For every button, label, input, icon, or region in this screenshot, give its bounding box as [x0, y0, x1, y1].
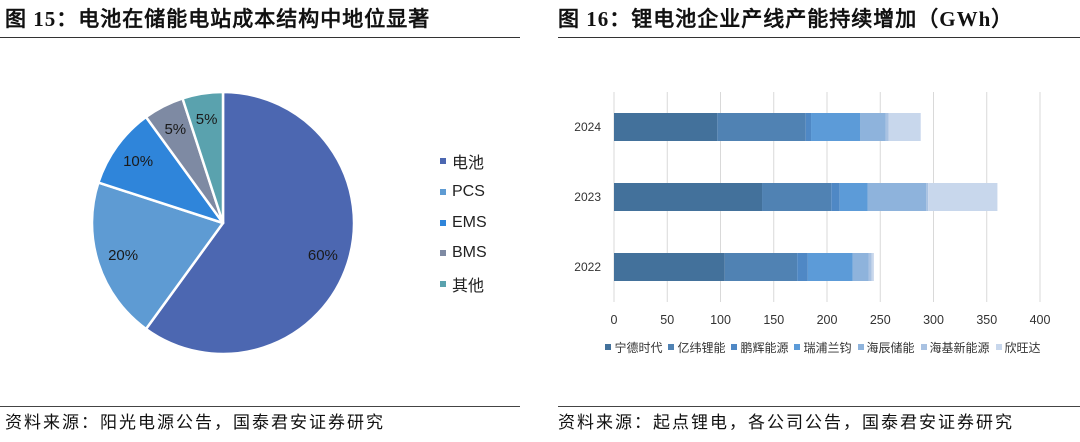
legend-swatch [857, 344, 864, 350]
x-tick-label: 50 [660, 313, 674, 327]
legend-label: EMS [452, 213, 487, 231]
legend-swatch [440, 281, 446, 288]
figure-15-panel: 60% 20% 10% 5% 5% 图 15：电池在储能电站成本结构中地位显著 电池 PC… [0, 0, 520, 442]
legend-label: 海辰储能 [866, 340, 915, 355]
legend-swatch [995, 344, 1002, 350]
pie-data-labels: 60% 20% 10% 5% 5% [108, 111, 338, 264]
legend-swatch [605, 344, 612, 350]
source-rule [558, 406, 1080, 407]
bar-segment-2024-4 [811, 113, 861, 141]
legend-swatch [920, 344, 927, 350]
legend-swatch [794, 344, 801, 350]
pie-slice-1 [144, 90, 356, 356]
pie-chart: 60% 20% 10% 5% 5% [90, 90, 356, 356]
bar-segment-2024-3 [805, 113, 812, 141]
pie-slice-5 [181, 90, 225, 225]
legend-swatch [440, 219, 446, 226]
bars [614, 113, 998, 281]
bar-segment-2022-7 [871, 253, 874, 281]
x-tick-label: 150 [763, 313, 784, 327]
x-tick-label: 100 [710, 313, 731, 327]
pie-slices [90, 90, 356, 356]
bar-segment-2023-6 [926, 183, 929, 211]
legend-item: PCS [440, 177, 487, 208]
legend-label: 其他 [452, 278, 485, 296]
bar-segment-2024-7 [888, 113, 921, 141]
y-axis-labels: 2024 2023 2022 [574, 120, 601, 274]
legend-item: 海辰储能 [857, 339, 915, 356]
pie-slice-3 [97, 115, 225, 225]
bar-segment-2024-6 [885, 113, 889, 141]
legend-item: 海基新能源 [920, 339, 990, 356]
figure-source: 资料来源：阳光电源公告，国泰君安证券研究 [5, 413, 385, 432]
pie-slice-2 [90, 181, 225, 331]
y-category-label: 2024 [574, 120, 601, 134]
stacked-bar-chart: 2024 2023 2022 0 50 100 150 200 250 300 350 400 [574, 92, 1051, 327]
x-tick-label: 400 [1030, 313, 1051, 327]
legend-item: 鹏辉能源 [731, 339, 788, 356]
bar-segment-2024-5 [860, 113, 886, 141]
bar-segment-2022-6 [868, 253, 872, 281]
pie-legend: 电池 PCS EMS BMS 其他 [440, 146, 487, 299]
bar-segment-2022-1 [614, 253, 725, 281]
figure-16-panel: 2024 2023 2022 0 50 100 150 200 250 300 350 400 图 … [558, 0, 1080, 442]
y-category-label: 2022 [574, 260, 601, 274]
legend-label: BMS [452, 244, 487, 262]
x-tick-label: 250 [870, 313, 891, 327]
legend-label: 亿纬锂能 [677, 340, 726, 355]
legend-swatch [440, 158, 446, 165]
bar-segment-2022-3 [797, 253, 808, 281]
legend-item: 电池 [440, 146, 487, 177]
legend-label: 电池 [452, 155, 485, 173]
source-rule [0, 406, 520, 407]
legend-item: 宁德时代 [605, 339, 662, 356]
figure-title: 图 15：电池在储能电站成本结构中地位显著 [5, 7, 431, 31]
x-tick-label: 0 [611, 313, 618, 327]
legend-item: BMS [440, 238, 487, 269]
legend-item: 亿纬锂能 [668, 339, 725, 356]
legend-label: 欣旺达 [1004, 340, 1041, 355]
legend-swatch [731, 344, 738, 350]
figure-title: 图 16：锂电池企业产线产能持续增加（GWh） [558, 7, 1014, 31]
title-rule [558, 37, 1080, 38]
figure-source: 资料来源：起点锂电，各公司公告，国泰君安证券研究 [558, 413, 1014, 432]
legend-label: 瑞浦兰钧 [803, 340, 852, 355]
x-tick-label: 350 [976, 313, 997, 327]
legend-item: EMS [440, 207, 487, 238]
legend-label: 宁德时代 [614, 340, 663, 355]
bar-segment-2024-2 [717, 113, 806, 141]
x-tick-label: 300 [923, 313, 944, 327]
title-rule [0, 37, 520, 38]
x-axis-labels: 0 50 100 150 200 250 300 350 400 [611, 313, 1051, 327]
legend-swatch [668, 344, 675, 350]
bar-segment-2023-2 [762, 183, 832, 211]
bar-legend: 宁德时代 亿纬锂能 鹏辉能源 瑞浦兰钧 海辰储能 海基新能源 欣旺达 [588, 339, 1058, 355]
legend-label: 鹏辉能源 [740, 340, 789, 355]
bar-segment-2023-4 [839, 183, 868, 211]
bar-segment-2023-5 [867, 183, 927, 211]
x-tick-label: 200 [817, 313, 838, 327]
legend-label: PCS [452, 183, 485, 201]
legend-item: 其他 [440, 269, 487, 300]
pie-data-label-2: 20% [108, 247, 138, 264]
bar-segment-2022-5 [852, 253, 869, 281]
bar-segment-2024-1 [614, 113, 718, 141]
pie-data-label-4: 5% [164, 121, 186, 138]
legend-item: 欣旺达 [995, 339, 1041, 356]
pie-data-label-1: 60% [308, 247, 338, 264]
legend-swatch [440, 189, 446, 196]
bar-segment-2023-3 [831, 183, 840, 211]
legend-label: 海基新能源 [929, 340, 990, 355]
bar-segment-2022-4 [807, 253, 853, 281]
legend-item: 瑞浦兰钧 [794, 339, 852, 356]
pie-data-label-3: 10% [123, 153, 153, 170]
y-category-label: 2023 [574, 190, 601, 204]
bar-segment-2022-2 [724, 253, 798, 281]
pie-data-label-5: 5% [196, 111, 218, 128]
bar-segment-2023-7 [928, 183, 998, 211]
legend-swatch [440, 250, 446, 257]
bar-segment-2023-1 [614, 183, 763, 211]
